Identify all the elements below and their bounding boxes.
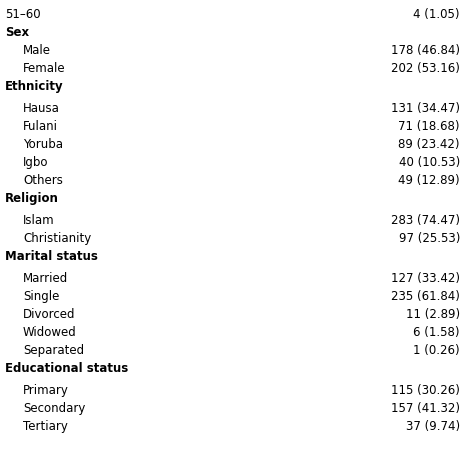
- Text: Female: Female: [23, 62, 65, 75]
- Text: Educational status: Educational status: [5, 362, 128, 375]
- Text: Sex: Sex: [5, 26, 29, 39]
- Text: Secondary: Secondary: [23, 402, 85, 415]
- Text: Religion: Religion: [5, 192, 59, 205]
- Text: 202 (53.16): 202 (53.16): [391, 62, 460, 75]
- Text: Widowed: Widowed: [23, 326, 77, 339]
- Text: Single: Single: [23, 290, 59, 303]
- Text: 49 (12.89): 49 (12.89): [398, 174, 460, 187]
- Text: Divorced: Divorced: [23, 308, 75, 321]
- Text: 40 (10.53): 40 (10.53): [399, 156, 460, 169]
- Text: 127 (33.42): 127 (33.42): [391, 272, 460, 285]
- Text: Tertiary: Tertiary: [23, 420, 68, 433]
- Text: 178 (46.84): 178 (46.84): [391, 44, 460, 57]
- Text: Male: Male: [23, 44, 51, 57]
- Text: 11 (2.89): 11 (2.89): [406, 308, 460, 321]
- Text: Igbo: Igbo: [23, 156, 48, 169]
- Text: Fulani: Fulani: [23, 120, 58, 133]
- Text: 37 (9.74): 37 (9.74): [406, 420, 460, 433]
- Text: Hausa: Hausa: [23, 102, 60, 115]
- Text: Yoruba: Yoruba: [23, 138, 63, 151]
- Text: 89 (23.42): 89 (23.42): [399, 138, 460, 151]
- Text: 1 (0.26): 1 (0.26): [413, 344, 460, 357]
- Text: 115 (30.26): 115 (30.26): [391, 384, 460, 397]
- Text: Others: Others: [23, 174, 63, 187]
- Text: Marital status: Marital status: [5, 250, 98, 263]
- Text: Christianity: Christianity: [23, 232, 91, 245]
- Text: Separated: Separated: [23, 344, 84, 357]
- Text: 51–60: 51–60: [5, 8, 41, 21]
- Text: 71 (18.68): 71 (18.68): [399, 120, 460, 133]
- Text: Ethnicity: Ethnicity: [5, 80, 64, 93]
- Text: 6 (1.58): 6 (1.58): [413, 326, 460, 339]
- Text: Islam: Islam: [23, 214, 55, 227]
- Text: 283 (74.47): 283 (74.47): [391, 214, 460, 227]
- Text: Primary: Primary: [23, 384, 69, 397]
- Text: 157 (41.32): 157 (41.32): [391, 402, 460, 415]
- Text: 235 (61.84): 235 (61.84): [391, 290, 460, 303]
- Text: 4 (1.05): 4 (1.05): [413, 8, 460, 21]
- Text: Married: Married: [23, 272, 68, 285]
- Text: 97 (25.53): 97 (25.53): [399, 232, 460, 245]
- Text: 131 (34.47): 131 (34.47): [391, 102, 460, 115]
